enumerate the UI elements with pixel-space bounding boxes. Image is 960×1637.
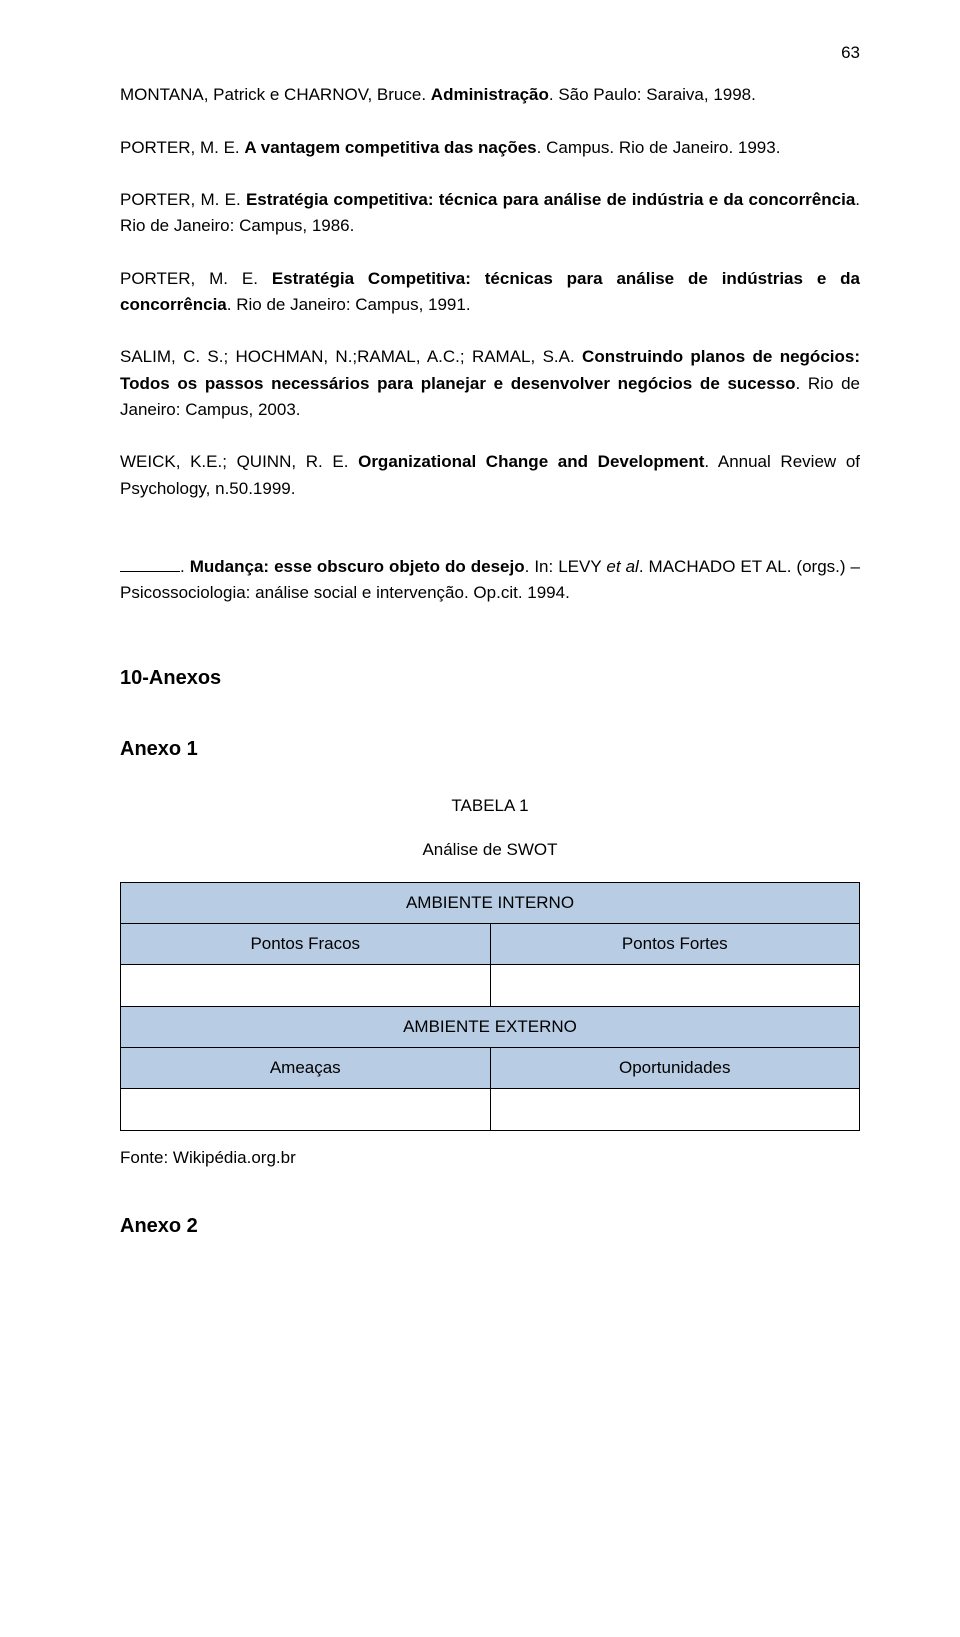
ref2-title: A vantagem competitiva das nações (244, 138, 536, 157)
swot-weak-header: Pontos Fracos (121, 923, 491, 964)
ref2-tail: . Campus. Rio de Janeiro. 1993. (537, 138, 781, 157)
swot-table-wrap: TABELA 1 Análise de SWOT AMBIENTE INTERN… (120, 793, 860, 1131)
ref2-authors: PORTER, M. E. (120, 138, 244, 157)
reference-2: PORTER, M. E. A vantagem competitiva das… (120, 135, 860, 161)
swot-threats-cell (121, 1089, 491, 1130)
table-number-label: TABELA 1 (120, 793, 860, 819)
ref3-authors: PORTER, M. E. (120, 190, 246, 209)
swot-external-header: AMBIENTE EXTERNO (121, 1006, 860, 1047)
reference-5: SALIM, C. S.; HOCHMAN, N.;RAMAL, A.C.; R… (120, 344, 860, 423)
section-anexos-title: 10-Anexos (120, 663, 860, 694)
ref5-authors: SALIM, C. S.; HOCHMAN, N.;RAMAL, A.C.; R… (120, 347, 582, 366)
reference-3: PORTER, M. E. Estratégia competitiva: té… (120, 187, 860, 240)
anexo-2-title: Anexo 2 (120, 1211, 860, 1242)
swot-internal-header: AMBIENTE INTERNO (121, 882, 860, 923)
ref1-title: Administração (431, 85, 549, 104)
reference-1: MONTANA, Patrick e CHARNOV, Bruce. Admin… (120, 82, 860, 108)
ref7-sep: . (180, 557, 190, 576)
blank-author-underline (120, 556, 180, 572)
ref7-mid: . In: LEVY (525, 557, 607, 576)
ref6-title: Organizational Change and Development (358, 452, 704, 471)
swot-opportunities-header: Oportunidades (490, 1047, 860, 1088)
ref4-tail: . Rio de Janeiro: Campus, 1991. (227, 295, 471, 314)
ref7-etal: et al (606, 557, 638, 576)
ref4-authors: PORTER, M. E. (120, 269, 272, 288)
reference-7: . Mudança: esse obscuro objeto do desejo… (120, 554, 860, 607)
ref1-authors: MONTANA, Patrick e CHARNOV, Bruce. (120, 85, 431, 104)
reference-6: WEICK, K.E.; QUINN, R. E. Organizational… (120, 449, 860, 502)
swot-opportunities-cell (490, 1089, 860, 1130)
swot-strong-header: Pontos Fortes (490, 923, 860, 964)
ref7-title: Mudança: esse obscuro objeto do desejo (190, 557, 525, 576)
reference-4: PORTER, M. E. Estratégia Competitiva: té… (120, 266, 860, 319)
ref3-title: Estratégia competitiva: técnica para aná… (246, 190, 855, 209)
ref1-tail: . São Paulo: Saraiva, 1998. (549, 85, 756, 104)
page-number: 63 (120, 40, 860, 66)
ref6-authors: WEICK, K.E.; QUINN, R. E. (120, 452, 358, 471)
anexo-1-title: Anexo 1 (120, 734, 860, 765)
swot-table: AMBIENTE INTERNO Pontos Fracos Pontos Fo… (120, 882, 860, 1131)
table-subtitle: Análise de SWOT (120, 837, 860, 863)
table-source: Fonte: Wikipédia.org.br (120, 1145, 860, 1171)
swot-strong-cell (490, 965, 860, 1006)
swot-threats-header: Ameaças (121, 1047, 491, 1088)
swot-weak-cell (121, 965, 491, 1006)
